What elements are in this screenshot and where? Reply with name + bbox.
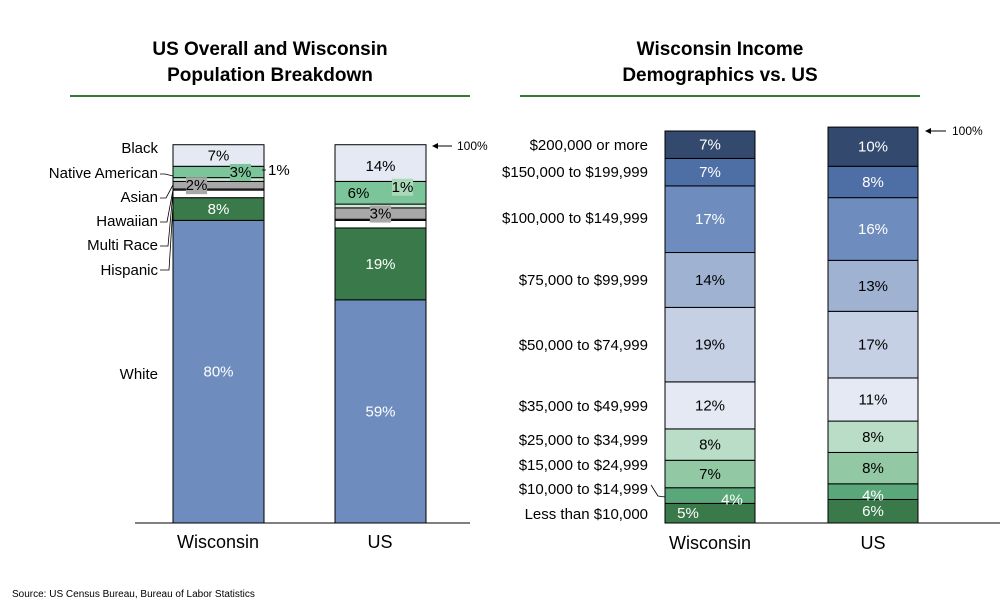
- right-legend-100-000-to-149-999: $100,000 to $149,999: [502, 210, 648, 227]
- right-legend-25-000-to-34-999: $25,000 to $34,999: [519, 432, 648, 449]
- right-label-wisconsin-100-000-to-149-999: 17%: [695, 211, 725, 228]
- right-100-marker: 100%: [952, 124, 983, 138]
- right-label-wisconsin-50-000-to-74-999: 19%: [695, 337, 725, 354]
- right-label-us-15-000-to-24-999: 8%: [862, 460, 884, 477]
- left-label-wisconsin-hispanic: 8%: [208, 201, 230, 218]
- right-bar-us-75-000-to-99-999: [827, 259, 919, 312]
- left-label-us-white: 59%: [365, 403, 395, 420]
- right-bar-us-200-000-or-more: [827, 126, 919, 167]
- right-label-us-less-than-10-000: 6%: [862, 503, 884, 520]
- right-chart-title-line-2: Demographics vs. US: [622, 65, 817, 86]
- left-category-wisconsin: Wisconsin: [177, 532, 259, 552]
- right-100-arrow-head: [925, 128, 931, 134]
- right-legend-15-000-to-24-999: $15,000 to $24,999: [519, 457, 648, 474]
- right-label-us-25-000-to-34-999: 8%: [862, 429, 884, 446]
- left-100-marker: 100%: [457, 139, 488, 153]
- left-bar-wisconsin-other: [172, 144, 265, 167]
- right-label-us-50-000-to-74-999: 17%: [858, 337, 888, 354]
- left-chart-bars: 80%8%2%3% 1%7%59%19%3%6% 1%14%: [172, 144, 427, 524]
- left-label-wisconsin-asian-bg: [185, 177, 208, 195]
- right-label-wisconsin-200-000-or-more: 7%: [699, 137, 721, 154]
- right-chart-title-line-1: Wisconsin Income: [637, 39, 804, 60]
- legend-hawaiian: Hawaiian: [96, 213, 158, 230]
- legend-hispanic: Hispanic: [100, 262, 158, 279]
- left-label-us-black: 6%: [348, 185, 370, 202]
- right-label-wisconsin-150-000-to-199-999: 7%: [699, 164, 721, 181]
- right-label-wisconsin-25-000-to-34-999: 8%: [699, 437, 721, 454]
- left-label-wisconsin-other: 7%: [208, 148, 230, 165]
- right-label-us-10-000-to-14-999: 4%: [862, 488, 884, 505]
- right-label-us-75-000-to-99-999: 13%: [858, 278, 888, 295]
- left-label-us-other: 14%: [365, 158, 395, 175]
- right-label-wisconsin-75-000-to-99-999: 14%: [695, 272, 725, 289]
- left-label-wisconsin-white: 80%: [203, 364, 233, 381]
- right-label-wisconsin-10-000-to-14-999: 4%: [721, 492, 743, 509]
- left-label-wisconsin-black-bg: [229, 163, 252, 181]
- right-category-wisconsin: Wisconsin: [669, 533, 751, 553]
- right-leader-10k-15k: [650, 484, 666, 498]
- right-bar-wisconsin-75-000-to-99-999: [664, 252, 756, 308]
- left-bar-us-other: [334, 144, 427, 182]
- left-chart-title-line-2: Population Breakdown: [167, 65, 373, 86]
- right-legend-less-than-10-000: Less than $10,000: [525, 506, 648, 523]
- right-bar-us-35-000-to-49-999: [827, 377, 919, 422]
- left-label-wisconsin-native: 1%: [268, 162, 290, 179]
- right-label-us-200-000-or-more: 10%: [858, 139, 888, 156]
- left-chart-title-line-1: US Overall and Wisconsin: [152, 39, 387, 60]
- left-label-us-asian-bg: [369, 205, 392, 223]
- right-legend-50-000-to-74-999: $50,000 to $74,999: [519, 337, 648, 354]
- leader-hispanic: [160, 204, 174, 271]
- left-label-us-native-bg: [391, 178, 414, 196]
- right-label-wisconsin-less-than-10-000: 5%: [677, 505, 699, 522]
- left-bar-wisconsin-white: [172, 219, 265, 524]
- right-label-us-150-000-to-199-999: 8%: [862, 174, 884, 191]
- leader-native-american: [160, 173, 174, 177]
- right-label-wisconsin-35-000-to-49-999: 12%: [695, 397, 725, 414]
- legend-asian: Asian: [120, 189, 158, 206]
- left-label-wisconsin-asian: 2%: [186, 177, 208, 194]
- source-note: Source: US Census Bureau, Bureau of Labo…: [12, 589, 255, 600]
- right-bar-wisconsin-15-000-to-24-999: [664, 459, 756, 489]
- legend-black: Black: [121, 140, 158, 157]
- left-100-arrow-head: [432, 143, 438, 149]
- right-label-us-35-000-to-49-999: 11%: [859, 392, 888, 409]
- right-legend-200-000-or-more: $200,000 or more: [530, 137, 648, 154]
- right-label-wisconsin-15-000-to-24-999: 7%: [699, 466, 721, 483]
- legend-white: White: [120, 366, 158, 383]
- right-legend-35-000-to-49-999: $35,000 to $49,999: [519, 398, 648, 415]
- left-label-us-native: 1%: [392, 179, 414, 196]
- right-category-us: US: [860, 533, 885, 553]
- right-bar-us-100-000-to-149-999: [827, 197, 919, 261]
- right-chart-bars: 5%4%7%8%12%19%14%17%7%7%6%4%8%8%11%17%13…: [664, 126, 919, 524]
- right-bar-wisconsin-50-000-to-74-999: [664, 306, 756, 383]
- right-bar-wisconsin-200-000-or-more: [664, 130, 756, 159]
- right-label-us-100-000-to-149-999: 16%: [858, 221, 888, 238]
- left-category-us: US: [367, 532, 392, 552]
- right-legend-75-000-to-99-999: $75,000 to $99,999: [519, 272, 648, 289]
- left-label-us-hispanic: 19%: [365, 256, 395, 273]
- legend-multi-race: Multi Race: [87, 237, 158, 254]
- leader-multi-race: [160, 191, 174, 247]
- legend-native-american: Native American: [49, 165, 158, 182]
- right-chart-legend: Less than $10,000 $10,000 to $14,999 $15,0…: [502, 137, 666, 523]
- left-label-wisconsin-black: 3%: [230, 164, 252, 181]
- leader-asian: [160, 184, 174, 199]
- right-bar-us-15-000-to-24-999: [827, 451, 919, 485]
- right-legend-10-000-to-14-999: $10,000 to $14,999: [519, 481, 648, 498]
- left-label-us-asian: 3%: [370, 206, 392, 223]
- right-legend-150-000-to-199-999: $150,000 to $199,999: [502, 164, 648, 181]
- leader-hawaiian: [160, 189, 174, 223]
